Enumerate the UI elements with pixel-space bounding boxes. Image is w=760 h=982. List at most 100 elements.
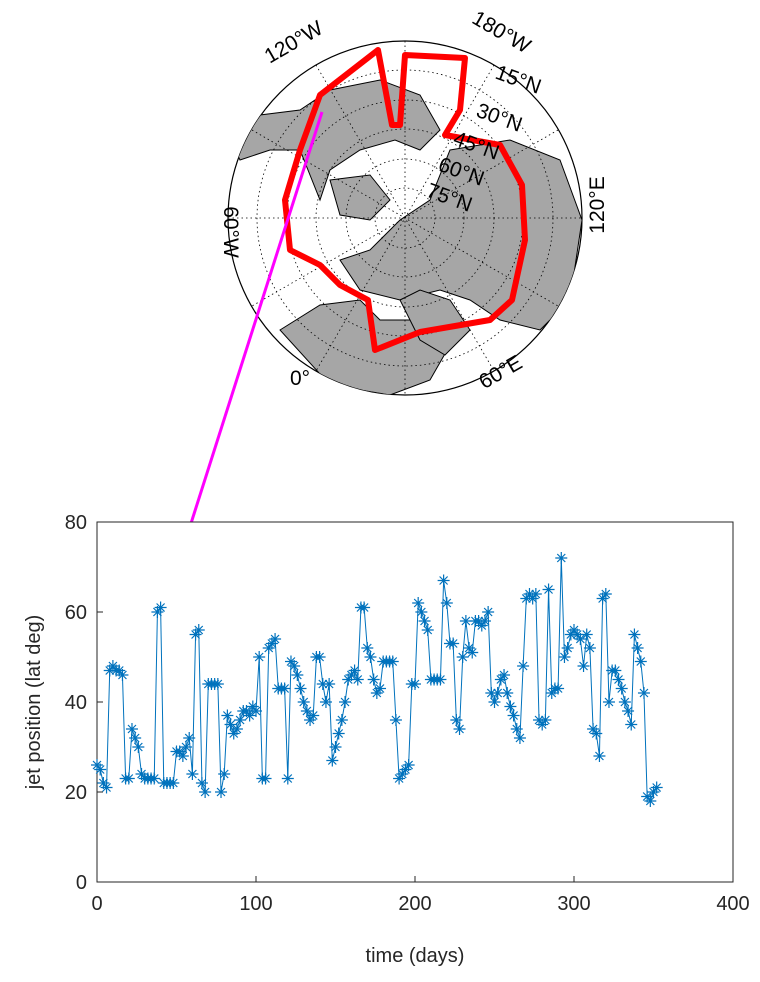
data-point xyxy=(641,790,654,803)
data-point xyxy=(339,696,352,708)
data-point xyxy=(183,732,196,744)
data-point xyxy=(154,601,167,614)
map-label: 180°W xyxy=(468,7,534,59)
data-point xyxy=(558,651,571,663)
data-point xyxy=(568,624,580,636)
data-point xyxy=(259,772,272,785)
data-point xyxy=(517,660,530,672)
data-point xyxy=(253,651,266,663)
x-tick-label: 200 xyxy=(398,893,431,915)
data-point xyxy=(167,777,180,789)
y-tick-label: 60 xyxy=(65,602,87,624)
data-point xyxy=(580,628,593,641)
data-point xyxy=(173,745,186,758)
data-point xyxy=(459,615,472,627)
polar-map: 120°W 180°W15°N30°N45°N60°N75°N60°W 120°E0… xyxy=(219,7,609,396)
data-point xyxy=(132,741,145,753)
data-point xyxy=(529,588,542,600)
data-point xyxy=(564,628,577,641)
data-point xyxy=(348,664,361,677)
data-point xyxy=(304,714,317,726)
data-point xyxy=(602,696,615,708)
data-point xyxy=(91,759,103,771)
data-point xyxy=(590,727,603,740)
data-point xyxy=(335,714,348,726)
data-point xyxy=(288,660,301,672)
data-point xyxy=(587,723,600,735)
y-axis-label: jet position (lat deg) xyxy=(23,615,45,791)
data-point xyxy=(545,687,558,699)
data-point xyxy=(574,633,587,645)
data-point xyxy=(488,696,501,708)
data-point xyxy=(555,552,568,564)
data-point xyxy=(453,723,466,735)
data-point xyxy=(615,682,628,695)
data-point xyxy=(552,682,565,695)
map-label: 120°W xyxy=(261,17,327,69)
data-point xyxy=(542,583,555,596)
data-point xyxy=(513,732,526,744)
data-point xyxy=(421,624,434,636)
data-point xyxy=(625,718,638,731)
data-point xyxy=(415,606,428,618)
data-point xyxy=(571,628,584,641)
y-tick-label: 40 xyxy=(65,692,87,714)
data-point xyxy=(186,768,199,780)
data-point xyxy=(396,768,409,780)
plot-area xyxy=(96,521,734,883)
data-point xyxy=(577,660,590,672)
line-chart: 0 100 200 300 400 0 20 40 60 80 time (days) jet pos… xyxy=(23,512,750,967)
data-point xyxy=(412,597,425,609)
data-point xyxy=(504,700,517,713)
data-point xyxy=(284,655,297,668)
data-point xyxy=(345,669,358,681)
data-point xyxy=(393,772,406,785)
data-point xyxy=(215,786,228,798)
x-tick-label: 400 xyxy=(716,893,749,915)
data-point xyxy=(192,624,205,636)
data-point xyxy=(650,781,663,794)
data-point xyxy=(596,592,609,605)
data-point xyxy=(370,687,383,699)
data-point xyxy=(224,718,237,731)
data-point xyxy=(326,754,339,767)
data-point xyxy=(440,597,453,609)
data-point xyxy=(386,655,399,668)
data-point xyxy=(262,642,275,654)
data-point xyxy=(151,606,164,618)
data-point xyxy=(297,696,310,708)
data-point xyxy=(250,705,262,717)
data-point xyxy=(278,682,291,695)
data-point xyxy=(622,705,635,717)
data-point xyxy=(218,768,231,780)
data-point xyxy=(313,651,326,663)
y-tick-label: 80 xyxy=(65,512,87,534)
data-point xyxy=(211,678,224,690)
data-point xyxy=(189,628,202,641)
x-tick-label: 300 xyxy=(557,893,590,915)
data-point xyxy=(533,714,546,726)
data-point xyxy=(300,705,313,717)
data-point xyxy=(494,673,507,686)
data-point xyxy=(351,673,364,686)
data-point xyxy=(583,642,596,654)
data-point xyxy=(135,768,148,780)
data-point xyxy=(647,786,660,798)
y-tick-label: 20 xyxy=(65,782,87,804)
data-point xyxy=(472,615,485,627)
data-point xyxy=(409,678,421,690)
data-point xyxy=(122,772,135,785)
data-point xyxy=(125,723,138,735)
data-point xyxy=(265,637,278,650)
data-point xyxy=(536,718,549,731)
data-point xyxy=(240,705,253,717)
data-point xyxy=(227,727,240,740)
data-point xyxy=(593,750,606,762)
data-point xyxy=(332,727,345,740)
x-axis-label: time (days) xyxy=(366,945,465,967)
data-point xyxy=(97,777,110,789)
data-point xyxy=(437,574,450,587)
data-point xyxy=(103,664,116,677)
data-point xyxy=(230,723,243,735)
